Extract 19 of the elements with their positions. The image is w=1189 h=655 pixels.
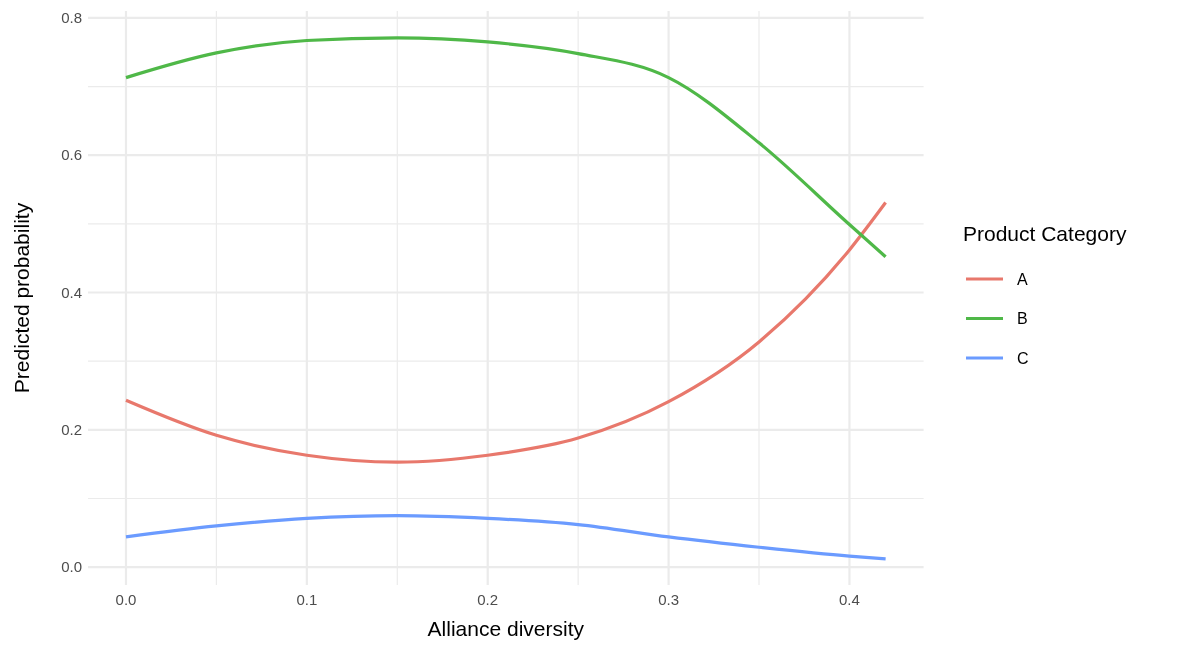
y-tick-label: 0.0	[61, 558, 82, 576]
legend-title: Product Category	[963, 222, 1127, 245]
x-axis-title: Alliance diversity	[427, 617, 585, 640]
legend-label: C	[1017, 349, 1029, 367]
y-axis-title: Predicted probability	[10, 202, 33, 394]
line-series	[124, 200, 888, 464]
legend-label: A	[1017, 270, 1028, 288]
x-tick-label: 0.1	[296, 591, 318, 608]
x-tick-label: 0.4	[839, 591, 860, 608]
x-tick-label: 0.2	[477, 591, 499, 608]
x-tick-label: 0.0	[115, 591, 137, 608]
y-tick-label: 0.4	[61, 283, 82, 301]
x-tick-label: 0.3	[658, 591, 680, 608]
y-tick-label: 0.2	[61, 421, 82, 439]
line-series	[124, 36, 888, 259]
line-series	[124, 514, 888, 561]
legend-label: B	[1017, 310, 1028, 328]
y-tick-label: 0.6	[61, 146, 82, 164]
y-tick-label: 0.8	[61, 9, 82, 27]
